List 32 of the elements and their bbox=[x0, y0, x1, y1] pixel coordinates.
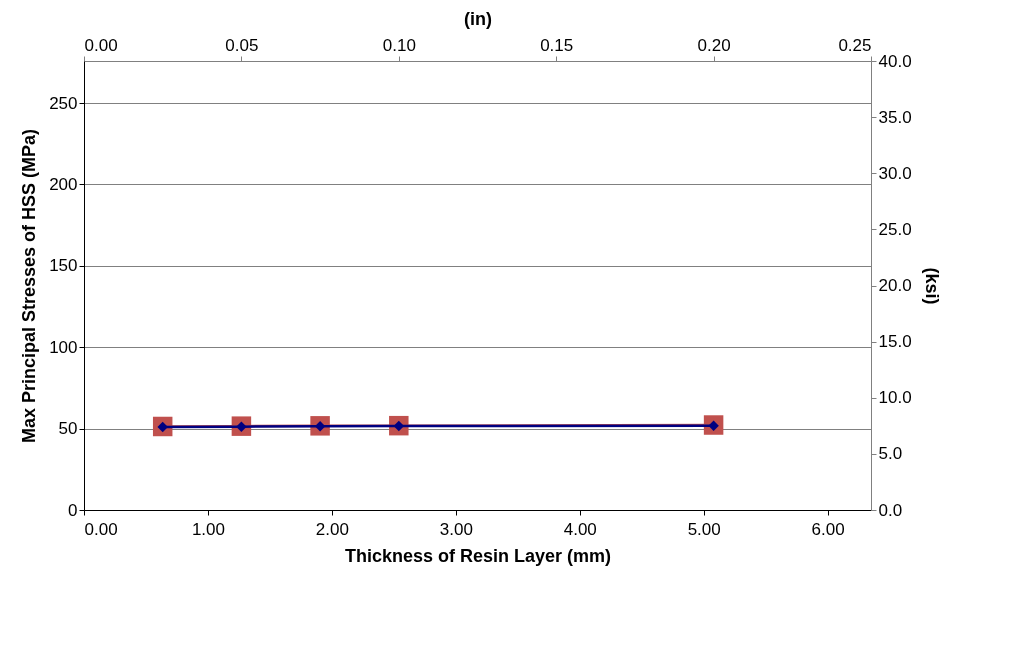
y2-tick-label: 15.0 bbox=[878, 332, 912, 352]
y-tick-label: 150 bbox=[49, 256, 78, 276]
y2-tick-label: 30.0 bbox=[878, 163, 912, 183]
x2-tick-label: 0.20 bbox=[697, 35, 731, 55]
y2-tick-label: 20.0 bbox=[878, 276, 912, 295]
y2-tick-label: 0.0 bbox=[878, 500, 903, 520]
x-tick-label: 6.00 bbox=[811, 519, 845, 539]
x-axis-title: Thickness of Resin Layer (mm) bbox=[344, 545, 612, 566]
y2-tick-label: 25.0 bbox=[878, 219, 912, 239]
x-tick-label: 3.00 bbox=[439, 519, 473, 539]
y-tick-label: 200 bbox=[49, 174, 78, 194]
y2-tick-label: 5.0 bbox=[878, 444, 903, 464]
y2-tick-label: 40.0 bbox=[878, 51, 912, 71]
x-tick-label: 1.00 bbox=[191, 519, 225, 539]
y2-tick-label: 10.0 bbox=[878, 388, 912, 408]
y-axis-title: Max Principal Stresses of HSS (MPa) bbox=[19, 128, 40, 444]
x2-tick-label: 0.25 bbox=[838, 35, 872, 55]
x2-tick-label: 0.05 bbox=[225, 35, 259, 55]
y-tick-label: 0 bbox=[68, 500, 78, 520]
y2-tick-label: 35.0 bbox=[878, 107, 912, 127]
x2-tick-label: 0.15 bbox=[540, 35, 574, 55]
y-tick-label: 250 bbox=[49, 93, 78, 113]
y2-axis-title: (ksi) bbox=[921, 267, 942, 305]
x-tick-label: 0.00 bbox=[84, 519, 118, 539]
x-tick-label: 2.00 bbox=[315, 519, 349, 539]
y-tick-label: 100 bbox=[49, 337, 78, 357]
x-tick-label: 4.00 bbox=[563, 519, 597, 539]
x2-axis-title: (in) bbox=[464, 8, 492, 29]
x2-tick-label: 0.00 bbox=[84, 35, 118, 55]
x2-tick-label: 0.10 bbox=[382, 35, 416, 55]
y-tick-label: 50 bbox=[58, 419, 78, 439]
x-tick-label: 5.00 bbox=[687, 519, 721, 539]
